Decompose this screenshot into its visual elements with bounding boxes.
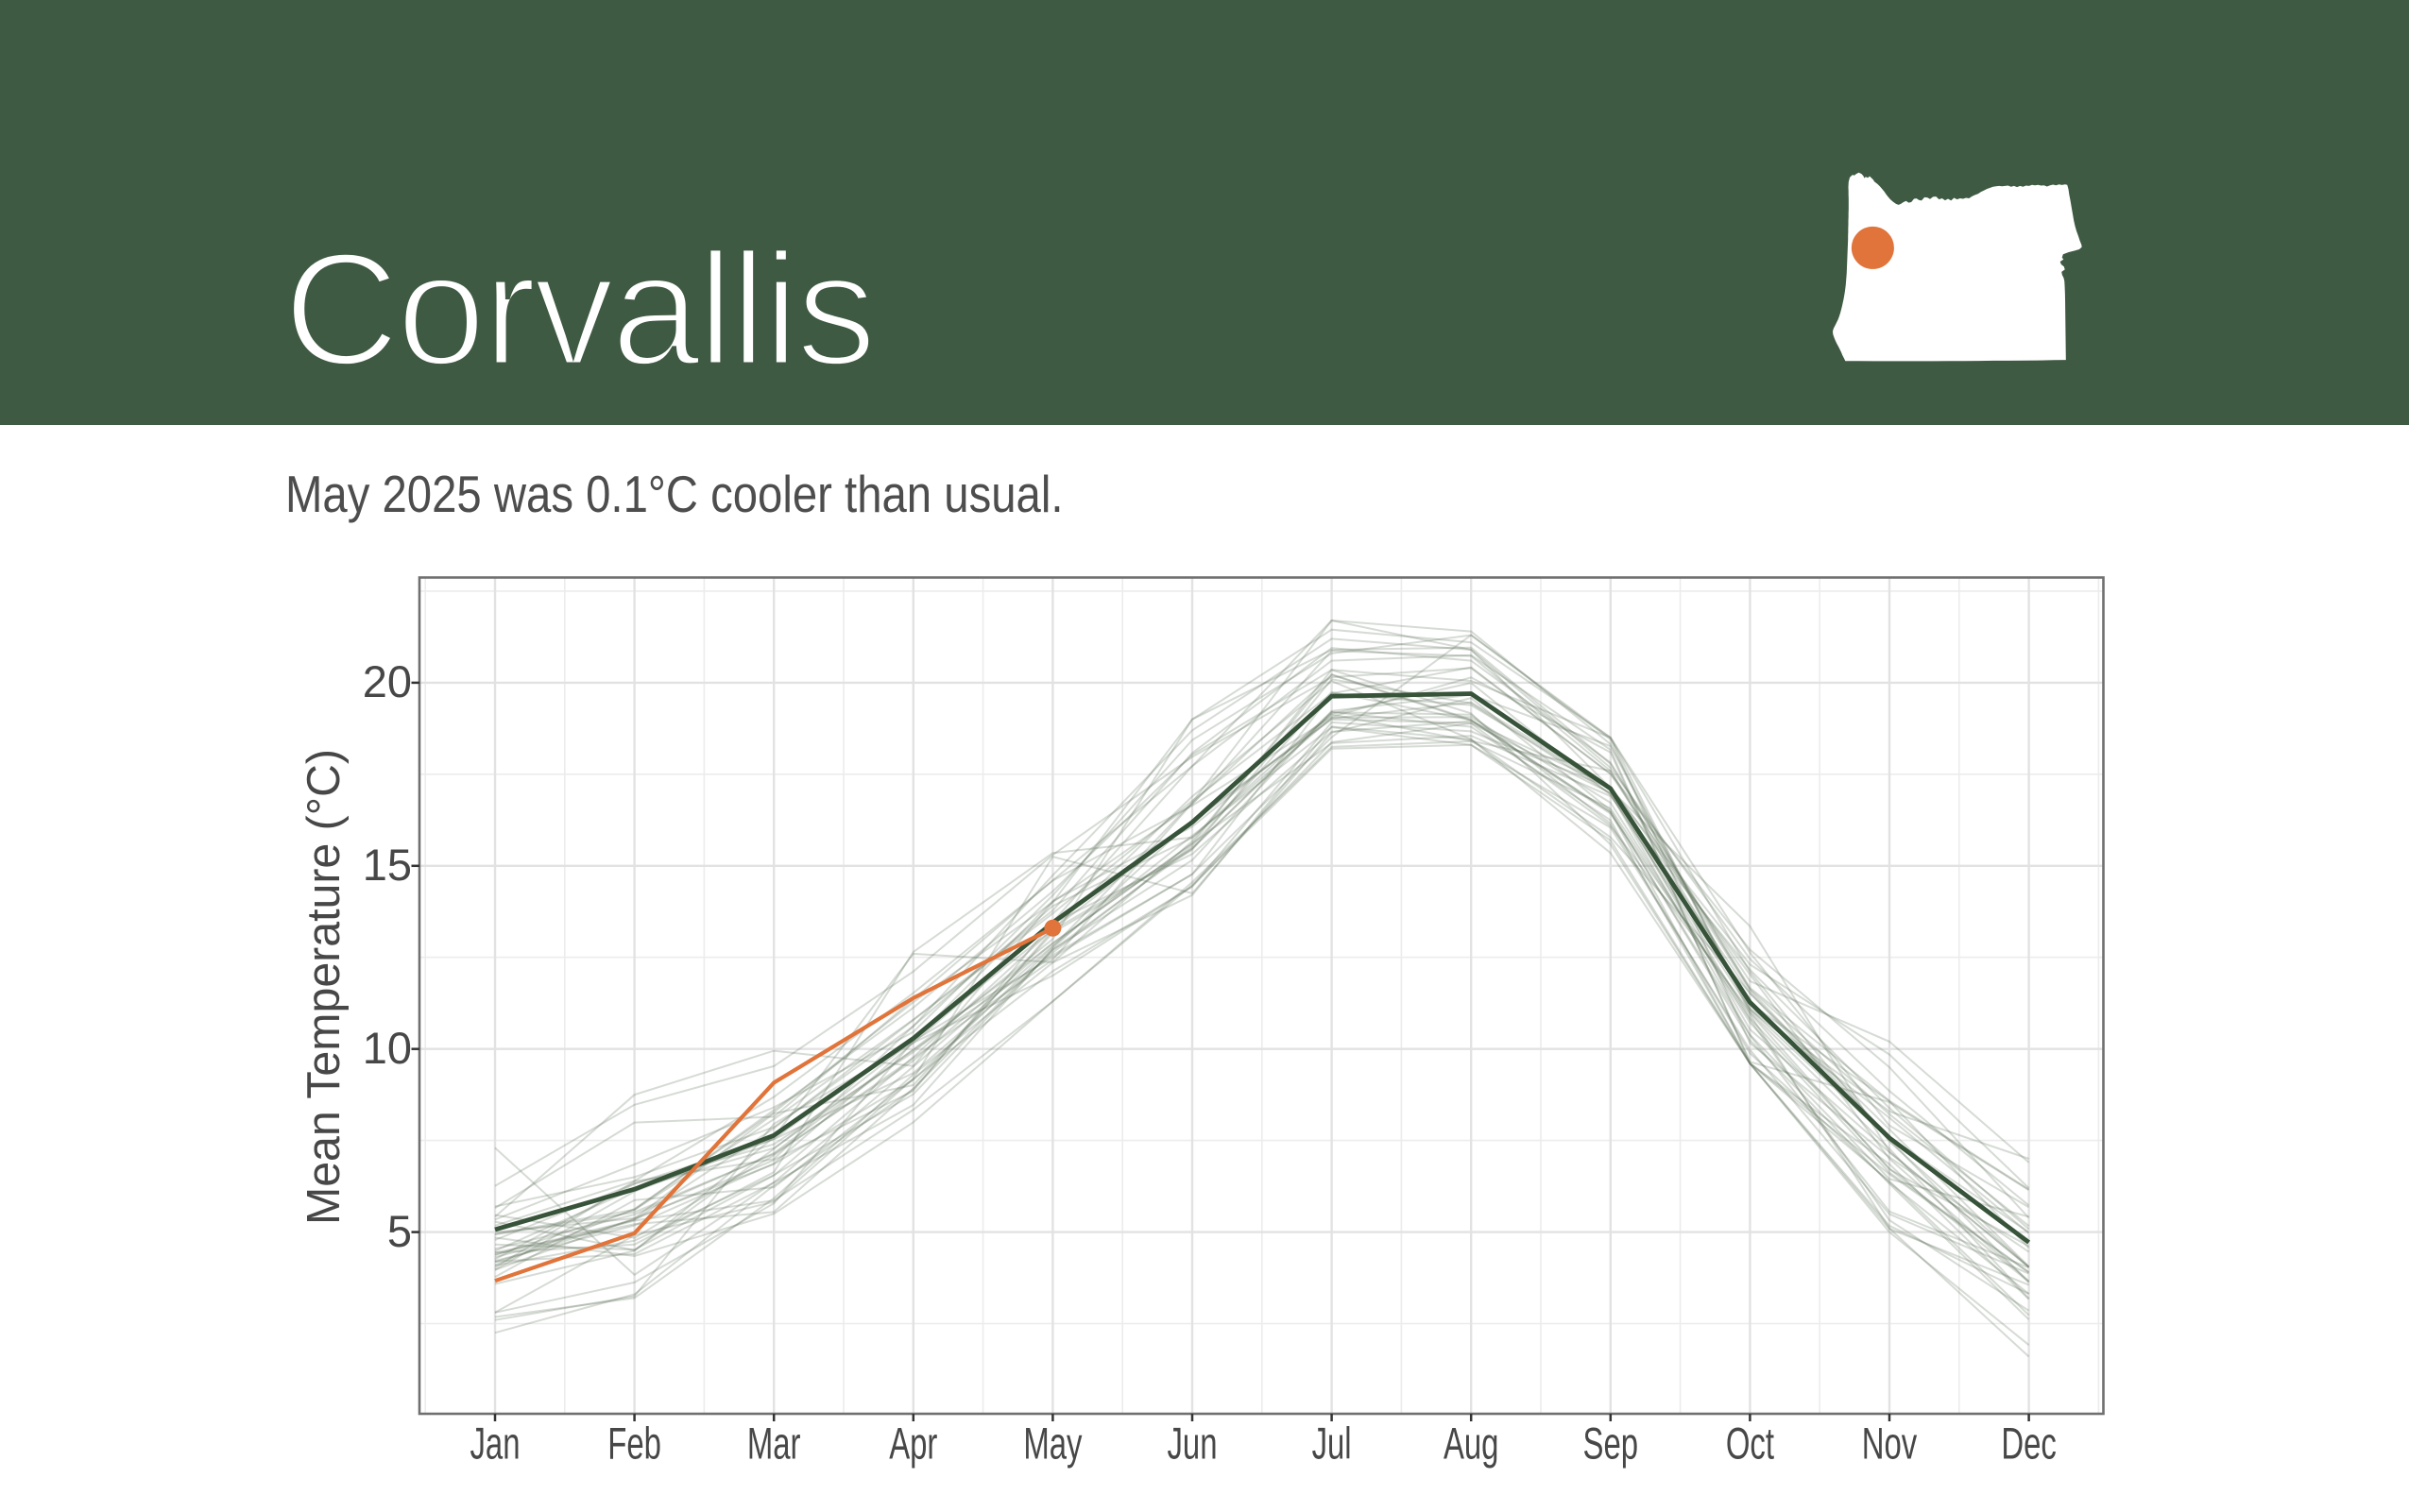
svg-text:Dec: Dec — [2001, 1419, 2056, 1469]
svg-text:Jan: Jan — [470, 1419, 520, 1469]
svg-text:Oct: Oct — [1726, 1419, 1774, 1469]
svg-text:Sep: Sep — [1583, 1419, 1639, 1469]
svg-text:10: 10 — [363, 1023, 412, 1073]
svg-text:Feb: Feb — [607, 1419, 661, 1469]
svg-text:Nov: Nov — [1862, 1419, 1918, 1469]
svg-text:Mean Temperature (°C): Mean Temperature (°C) — [299, 749, 350, 1225]
svg-text:20: 20 — [363, 656, 412, 706]
svg-text:Mar: Mar — [747, 1419, 801, 1469]
svg-text:Apr: Apr — [889, 1419, 937, 1469]
svg-text:5: 5 — [387, 1206, 412, 1256]
svg-text:15: 15 — [363, 840, 412, 890]
svg-text:Jun: Jun — [1167, 1419, 1217, 1469]
svg-text:May: May — [1023, 1419, 1083, 1469]
svg-text:Aug: Aug — [1444, 1419, 1499, 1469]
svg-text:Jul: Jul — [1312, 1419, 1352, 1469]
